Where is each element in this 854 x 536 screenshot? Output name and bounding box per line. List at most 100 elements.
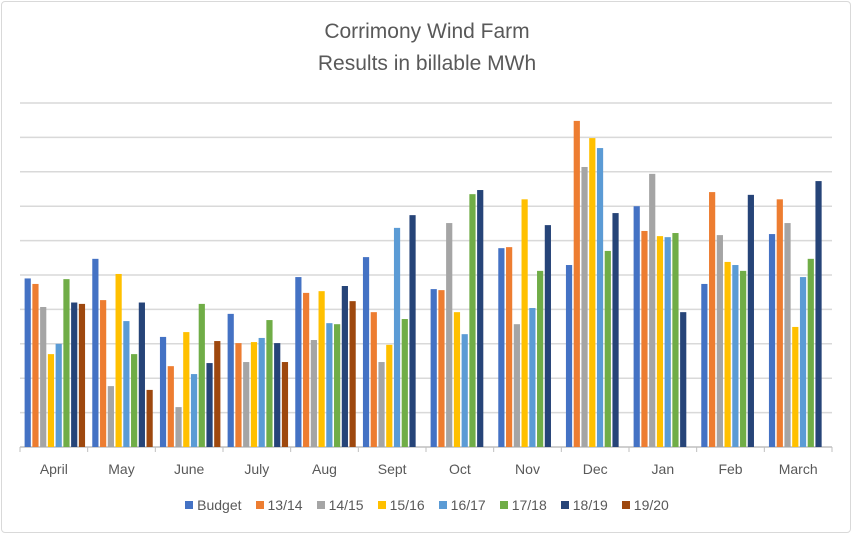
bar-14-15-july [243, 362, 250, 447]
bar-17-18-june [198, 303, 205, 447]
bar-17-18-sept [401, 319, 408, 447]
bar-budget-oct [430, 289, 437, 447]
bar-budget-nov [498, 248, 505, 447]
bar-18-19-may [138, 302, 145, 447]
bar-17-18-may [131, 354, 138, 447]
bar-17-18-april [63, 279, 70, 447]
bar-14-15-nov [513, 324, 520, 447]
bar-16-17-march [799, 277, 807, 447]
bar-18-19-dec [612, 213, 619, 447]
bar-15-16-may [115, 273, 122, 447]
bar-14-15-jan [649, 173, 656, 447]
chart-subtitle: Results in billable MWh [317, 52, 537, 75]
bar-16-17-june [190, 374, 198, 447]
bar-budget-june [159, 336, 167, 447]
bar-16-17-aug [326, 323, 333, 447]
bar-17-18-oct [469, 194, 476, 447]
x-tick-label: July [244, 461, 269, 477]
x-tick-label: Feb [718, 461, 742, 477]
bar-17-18-aug [334, 324, 341, 447]
legend-swatch [377, 501, 386, 509]
legend-label: 16/17 [450, 497, 486, 513]
legend-swatch [621, 501, 630, 509]
legend-swatch [499, 501, 508, 509]
bar-budget-april [24, 278, 31, 447]
bar-budget-jan [633, 206, 640, 447]
bar-18-19-april [71, 302, 78, 447]
bar-13-14-dec [573, 120, 580, 447]
chart-title: Corrimony Wind Farm [324, 20, 530, 43]
bar-18-19-oct [477, 190, 484, 448]
legend-item: 14/15 [316, 497, 364, 513]
bar-19-20-may [146, 389, 153, 447]
x-tick-label: June [174, 461, 205, 477]
bar-15-16-nov [521, 199, 528, 447]
bar-14-15-sept [378, 362, 385, 447]
bar-18-19-sept [409, 215, 416, 447]
bar-budget-may [92, 258, 99, 447]
bar-15-16-april [47, 354, 55, 447]
bar-budget-dec [565, 265, 573, 447]
bar-13-14-sept [370, 312, 377, 447]
legend-item: Budget [185, 497, 242, 513]
bar-13-14-march [776, 199, 783, 447]
x-tick-label: Oct [449, 461, 471, 477]
bar-16-17-jan [664, 237, 671, 447]
bar-15-16-feb [724, 261, 731, 447]
legend-label: Budget [197, 497, 242, 513]
bar-14-15-aug [310, 340, 317, 447]
legend-swatch [185, 501, 194, 509]
bar-15-16-july [250, 342, 258, 447]
bar-13-14-april [32, 283, 39, 447]
bar-13-14-june [167, 366, 174, 447]
bar-17-18-jan [672, 233, 679, 447]
bar-16-17-nov [529, 308, 536, 447]
bar-18-19-jan [680, 312, 687, 447]
bar-14-15-april [40, 306, 47, 447]
legend-swatch [255, 501, 264, 509]
bar-17-18-feb [740, 270, 747, 447]
x-tick-label: Jan [652, 461, 675, 477]
bar-17-18-march [807, 258, 814, 447]
bar-budget-feb [701, 283, 708, 447]
bar-13-14-nov [506, 247, 513, 447]
legend-item: 18/19 [560, 497, 608, 513]
bar-19-20-april [78, 303, 86, 447]
bar-14-15-feb [716, 235, 723, 447]
bar-16-17-april [55, 343, 62, 447]
bar-15-16-aug [318, 291, 325, 447]
legend-swatch [316, 501, 325, 509]
legend-swatch [560, 501, 569, 509]
legend-item: 13/14 [255, 497, 303, 513]
legend-item: 16/17 [438, 497, 486, 513]
legend-label: 14/15 [328, 497, 364, 513]
bar-16-17-dec [596, 148, 604, 447]
bar-16-17-oct [461, 334, 468, 447]
bar-budget-july [227, 313, 234, 447]
bar-14-15-oct [446, 223, 453, 447]
legend-item: 15/16 [377, 497, 425, 513]
bar-14-15-march [784, 223, 791, 447]
bar-15-16-june [183, 332, 190, 447]
legend: Budget 13/14 14/15 15/16 16/17 17/18 18/19 19/2… [0, 497, 854, 513]
bar-14-15-june [175, 407, 182, 447]
bar-16-17-feb [732, 265, 739, 447]
bar-16-17-july [258, 337, 265, 447]
legend-label: 18/19 [572, 497, 608, 513]
bar-19-20-july [281, 362, 289, 447]
bar-17-18-nov [537, 270, 544, 447]
x-tick-label: May [108, 461, 134, 477]
bar-15-16-dec [589, 138, 596, 447]
bar-14-15-may [107, 386, 114, 447]
x-tick-label: March [779, 461, 818, 477]
bar-15-16-jan [656, 236, 664, 447]
legend-item: 19/20 [621, 497, 669, 513]
legend-label: 19/20 [633, 497, 669, 513]
bar-13-14-may [100, 300, 107, 447]
bar-18-19-june [206, 363, 213, 447]
bar-15-16-sept [386, 344, 393, 447]
x-tick-label: April [40, 461, 68, 477]
legend-item: 17/18 [499, 497, 547, 513]
